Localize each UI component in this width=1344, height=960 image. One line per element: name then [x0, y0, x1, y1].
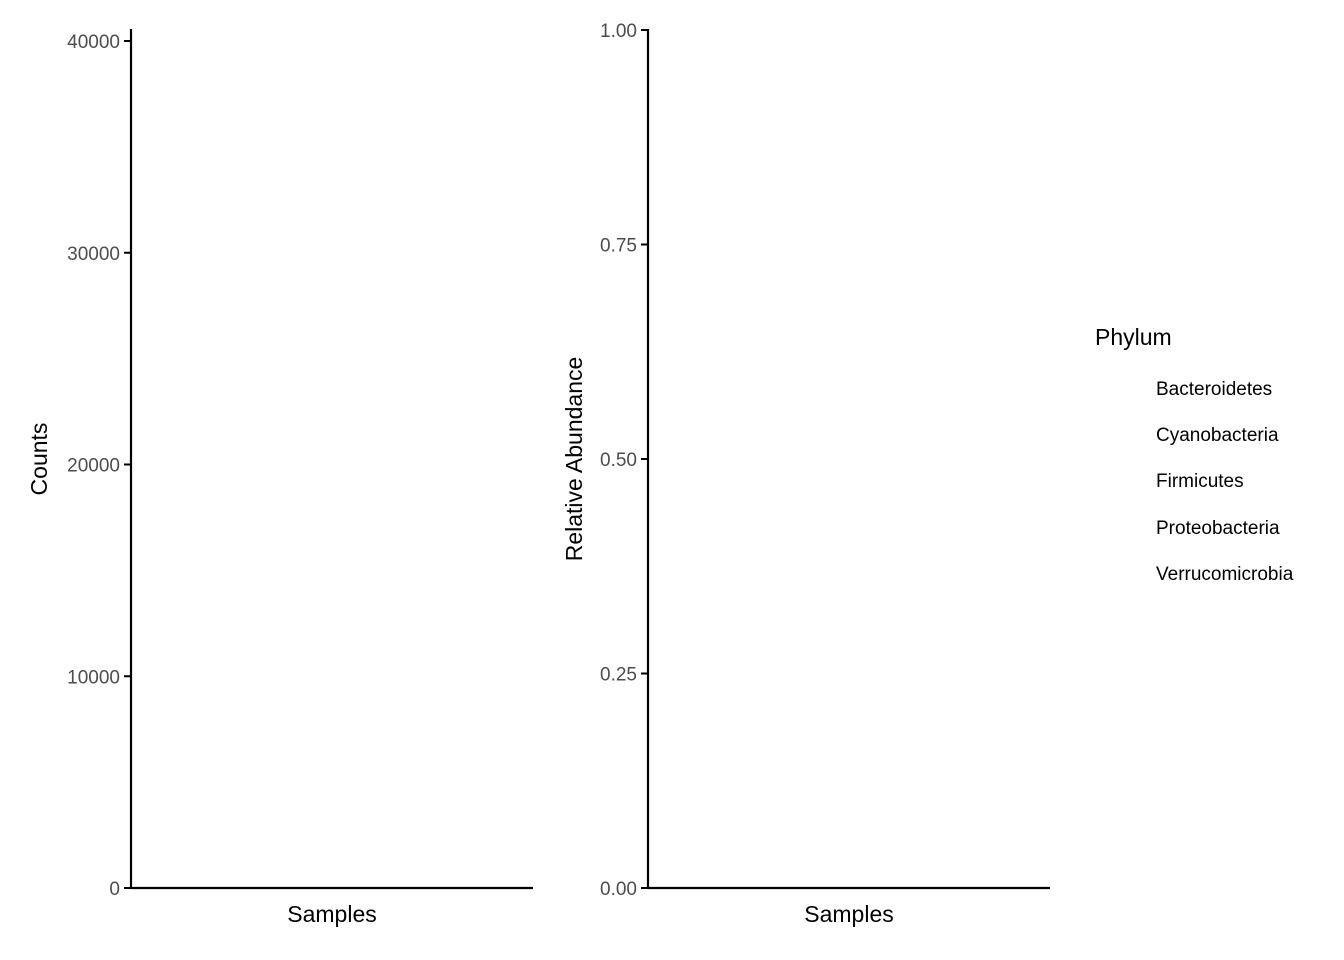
- relative-abundance-y-axis-ticks: 0.00 0.25 0.50 0.75 1.00: [600, 21, 648, 900]
- relative-abundance-y-tick-label: 0.75: [600, 236, 637, 257]
- counts-y-axis-ticks: 0 10000 20000 30000 40000: [67, 32, 131, 900]
- counts-y-tick-label: 10000: [67, 667, 120, 688]
- counts-y-tick-label: 40000: [67, 32, 120, 53]
- legend-item-proteobacteria: Proteobacteria: [1156, 518, 1280, 539]
- legend-title: Phylum: [1095, 324, 1172, 350]
- legend: Phylum Bacteroidetes Cyanobacteria Firmi…: [1095, 324, 1294, 585]
- counts-panel: 0 10000 20000 30000 40000 Samples Counts: [26, 29, 533, 927]
- relative-abundance-y-tick-label: 0.50: [600, 450, 637, 471]
- relative-abundance-y-axis-title: Relative Abundance: [561, 357, 587, 562]
- legend-item-verrucomicrobia: Verrucomicrobia: [1156, 564, 1294, 585]
- counts-y-tick-label: 20000: [67, 456, 120, 477]
- legend-item-firmicutes: Firmicutes: [1156, 471, 1244, 492]
- counts-y-tick-label: 0: [109, 879, 120, 900]
- counts-x-axis-title: Samples: [287, 901, 376, 927]
- relative-abundance-y-tick-label: 1.00: [600, 21, 637, 42]
- relative-abundance-x-axis-title: Samples: [804, 901, 893, 927]
- counts-y-tick-label: 30000: [67, 244, 120, 265]
- counts-y-axis-title: Counts: [26, 423, 52, 496]
- relative-abundance-y-tick-label: 0.00: [600, 879, 637, 900]
- legend-item-bacteroidetes: Bacteroidetes: [1156, 379, 1272, 400]
- relative-abundance-y-tick-label: 0.25: [600, 665, 637, 686]
- relative-abundance-panel: 0.00 0.25 0.50 0.75 1.00 Samples Relative Ab…: [561, 21, 1050, 927]
- legend-item-cyanobacteria: Cyanobacteria: [1156, 425, 1279, 446]
